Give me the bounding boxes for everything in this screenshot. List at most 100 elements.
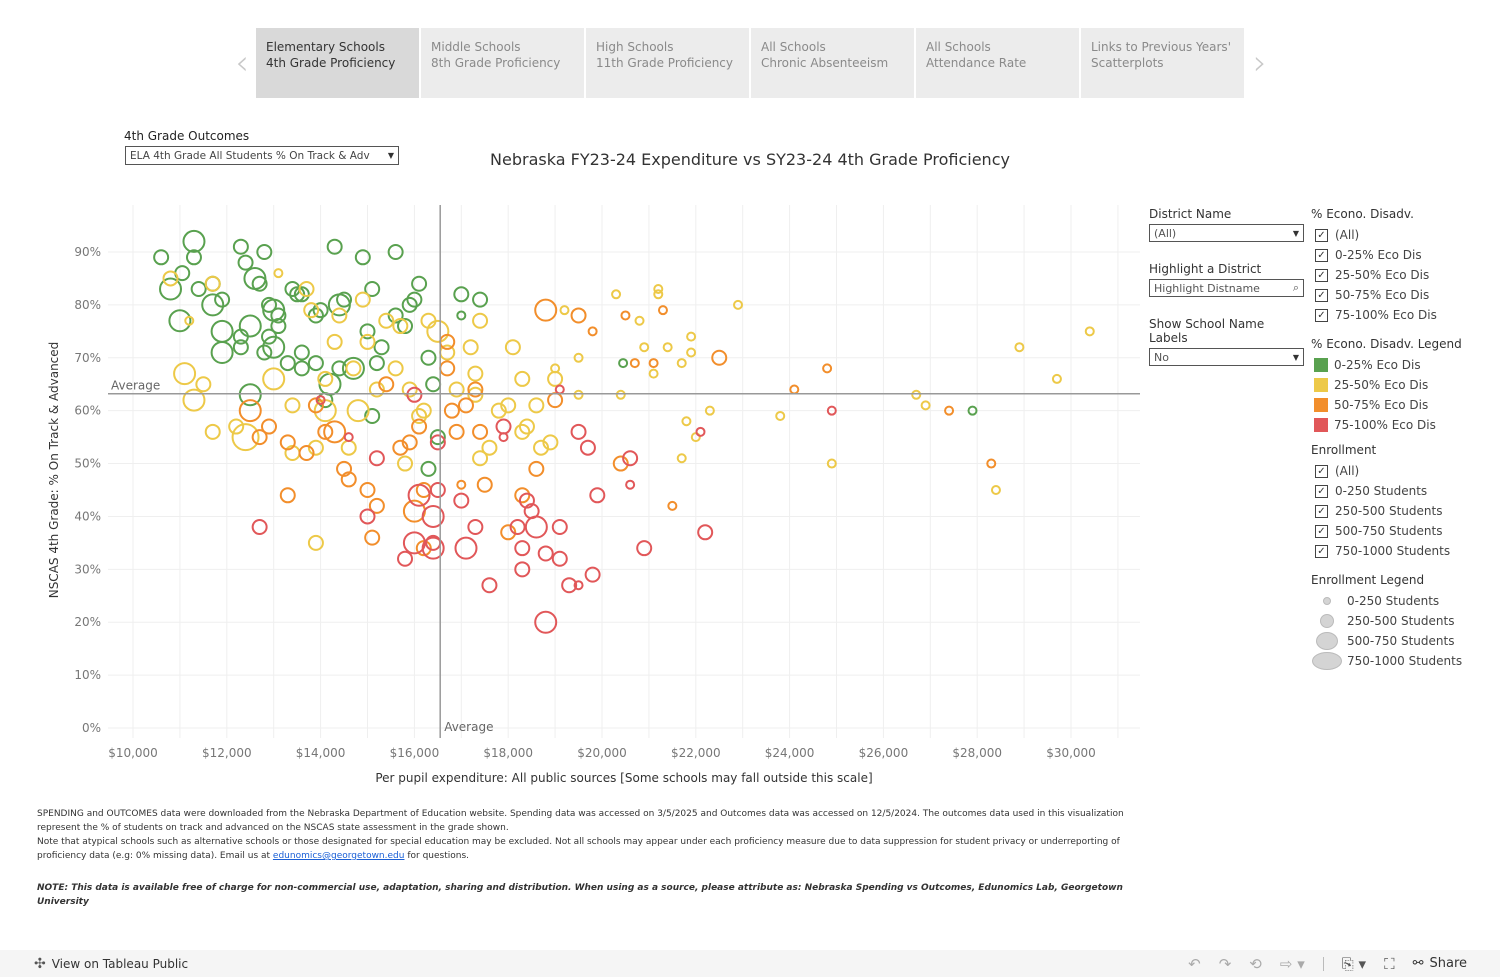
tab-middle[interactable]: Middle Schools 8th Grade Proficiency — [421, 28, 584, 98]
checkbox[interactable]: ✓ — [1315, 524, 1328, 538]
data-point — [476, 476, 493, 493]
data-point — [676, 453, 687, 464]
x-axis-title: Per pupil expenditure: All public source… — [375, 771, 872, 785]
district-select-value: (All) — [1154, 226, 1177, 240]
enroll-filter-checkbox-row[interactable]: ✓ 750-1000 Students — [1311, 541, 1496, 561]
y-tick-label: 50% — [74, 457, 101, 471]
color-swatch — [1314, 418, 1328, 432]
data-point — [162, 270, 179, 287]
undo-icon[interactable]: ↶ — [1188, 954, 1201, 973]
x-tick-label: $16,000 — [390, 746, 440, 760]
checkbox[interactable]: ✓ — [1315, 308, 1328, 322]
data-point — [509, 519, 526, 536]
enroll-filter-checkbox-row[interactable]: ✓ (All) — [1311, 461, 1496, 481]
data-point — [733, 299, 744, 310]
data-point — [534, 610, 558, 634]
data-point — [185, 249, 202, 266]
data-point — [443, 402, 460, 419]
data-point — [317, 423, 334, 440]
checkbox[interactable]: ✓ — [1315, 268, 1328, 282]
enroll-filter-list: ✓ (All) ✓ 0-250 Students ✓ 250-500 Students ✓ 5… — [1311, 461, 1496, 561]
data-point — [587, 326, 598, 337]
chart-title: Nebraska FY23-24 Expenditure vs SY23-24 … — [490, 150, 1010, 169]
outcome-select[interactable]: ELA 4th Grade All Students % On Track & … — [125, 146, 399, 165]
tab-high[interactable]: High Schools 11th Grade Proficiency — [586, 28, 749, 98]
redo-icon[interactable]: ↷ — [1218, 954, 1232, 973]
data-point — [303, 302, 320, 319]
data-point — [514, 540, 531, 557]
data-point — [262, 367, 286, 391]
data-point — [986, 458, 997, 469]
data-point — [326, 333, 343, 350]
outcome-select-value: ELA 4th Grade All Students % On Track & … — [130, 149, 370, 162]
download-icon[interactable]: ⎘ ▾ — [1341, 954, 1367, 973]
data-point — [343, 432, 354, 443]
data-point — [406, 386, 423, 403]
outcome-label: 4th Grade Outcomes — [124, 129, 250, 143]
checkbox[interactable]: ✓ — [1315, 288, 1328, 302]
color-swatch — [1314, 358, 1328, 372]
enroll-filter-checkbox-row[interactable]: ✓ 250-500 Students — [1311, 501, 1496, 521]
data-point — [182, 388, 206, 412]
eco-filter-checkbox-label: 0-25% Eco Dis — [1335, 248, 1422, 262]
data-point — [364, 281, 381, 298]
labels-select[interactable]: No ▼ — [1149, 348, 1304, 366]
filter-panel: District Name (All) ▼ Highlight a Distri… — [1149, 207, 1304, 386]
data-point — [534, 298, 558, 322]
tab-line2: Attendance Rate — [926, 56, 1027, 70]
data-point — [467, 381, 484, 398]
checkbox[interactable]: ✓ — [1315, 484, 1328, 498]
eco-filter-checkbox-row[interactable]: ✓ 50-75% Eco Dis — [1311, 285, 1496, 305]
enroll-legend-label: 500-750 Students — [1347, 634, 1455, 648]
y-tick-label: 70% — [74, 351, 101, 365]
data-point — [392, 439, 409, 456]
data-point — [411, 275, 428, 292]
share-button[interactable]: ⚯ Share — [1413, 956, 1467, 971]
x-tick-label: $30,000 — [1046, 746, 1096, 760]
checkbox[interactable]: ✓ — [1315, 464, 1328, 478]
enroll-filter-checkbox-row[interactable]: ✓ 0-250 Students — [1311, 481, 1496, 501]
district-select[interactable]: (All) ▼ — [1149, 224, 1304, 242]
tab-line2: 4th Grade Proficiency — [266, 56, 396, 70]
refresh-icon[interactable]: ⇨ ▾ — [1279, 954, 1305, 973]
checkbox[interactable]: ✓ — [1315, 248, 1328, 262]
view-on-tableau-link[interactable]: ✣ View on Tableau Public — [34, 956, 188, 972]
tab-attendance[interactable]: All Schools Attendance Rate — [916, 28, 1079, 98]
data-point — [201, 293, 225, 317]
eco-filter-checkbox-row[interactable]: ✓ 0-25% Eco Dis — [1311, 245, 1496, 265]
eco-filter-checkbox-row[interactable]: ✓ 25-50% Eco Dis — [1311, 265, 1496, 285]
data-point — [500, 524, 517, 541]
eco-legend-item: 75-100% Eco Dis — [1311, 415, 1496, 435]
checkbox[interactable]: ✓ — [1315, 504, 1328, 518]
fullscreen-icon[interactable]: ⛶ — [1384, 954, 1395, 973]
tabs-next-button[interactable]: › — [1253, 43, 1267, 83]
data-point — [457, 397, 474, 414]
tab-previous-years[interactable]: Links to Previous Years' Scatterplots — [1081, 28, 1244, 98]
checkbox[interactable]: ✓ — [1315, 228, 1328, 242]
data-point — [359, 508, 376, 525]
eco-filter-checkbox-row[interactable]: ✓ 75-100% Eco Dis — [1311, 305, 1496, 325]
y-axis-title: NSCAS 4th Grade: % On Track & Advanced — [47, 342, 61, 599]
data-point — [1014, 342, 1025, 353]
data-point — [195, 376, 212, 393]
data-point — [561, 577, 578, 594]
highlight-input[interactable]: Highlight Distname ⌕ — [1149, 279, 1304, 297]
data-point — [789, 384, 800, 395]
eco-filter-checkbox-row[interactable]: ✓ (All) — [1311, 225, 1496, 245]
data-point — [448, 423, 465, 440]
data-point — [364, 407, 381, 424]
data-point — [326, 238, 343, 255]
tab-line1: Middle Schools — [431, 40, 521, 54]
data-point — [420, 349, 437, 366]
note-sources: SPENDING and OUTCOMES data were download… — [37, 809, 1124, 833]
data-point — [618, 358, 629, 369]
email-link[interactable]: edunomics@georgetown.edu — [272, 851, 405, 861]
data-point — [401, 381, 418, 398]
tabs-prev-button[interactable]: ‹ — [235, 43, 249, 83]
tab-absenteeism[interactable]: All Schools Chronic Absenteeism — [751, 28, 914, 98]
enroll-filter-checkbox-row[interactable]: ✓ 500-750 Students — [1311, 521, 1496, 541]
tab-elementary[interactable]: Elementary Schools 4th Grade Proficiency — [256, 28, 419, 98]
data-point — [331, 307, 348, 324]
checkbox[interactable]: ✓ — [1315, 544, 1328, 558]
revert-icon[interactable]: ⟲ — [1249, 954, 1262, 973]
